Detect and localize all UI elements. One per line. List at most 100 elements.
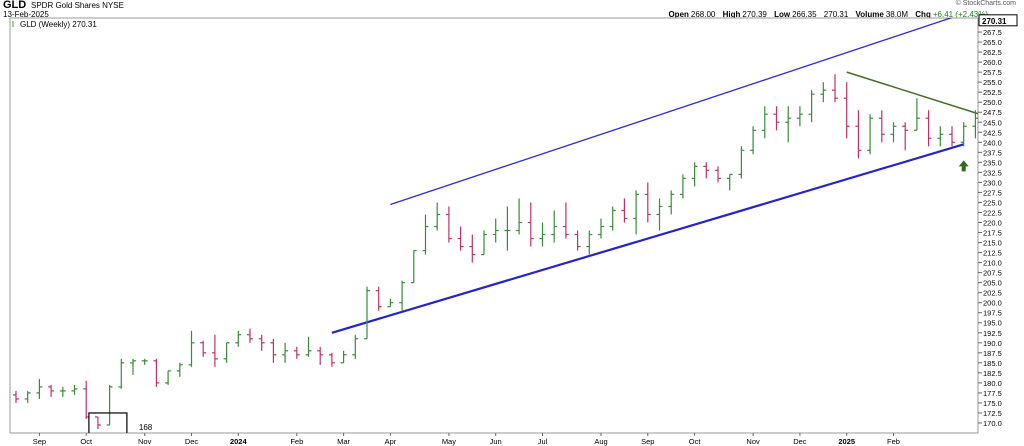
- x-tick-label: Sep: [641, 437, 654, 446]
- ohlc-bar: [375, 286, 382, 311]
- change-value: +6.41 (+2.43%): [932, 10, 988, 19]
- low-value: 266.35: [792, 10, 817, 19]
- x-tick-label: Oct: [80, 437, 93, 446]
- y-tick-label: 255.0: [983, 78, 1002, 87]
- ohlc-bar: [574, 230, 581, 251]
- y-tick-label: 252.5: [983, 88, 1002, 97]
- ohlc-bar: [317, 346, 324, 365]
- ohlc-bar: [925, 110, 932, 147]
- y-tick-label: 265.0: [983, 38, 1002, 47]
- ohlc-bar: [598, 218, 604, 239]
- upper-channel-line: [390, 18, 953, 206]
- x-tick-label: Apr: [385, 437, 397, 446]
- ohlc-bar: [949, 126, 955, 147]
- chart-date: 13-Feb-2025: [3, 10, 49, 19]
- ohlc-bar: [118, 358, 125, 389]
- ohlc-bar: [282, 342, 289, 363]
- ohlc-bar: [247, 328, 253, 343]
- ohlc-bar: [855, 110, 862, 159]
- ohlc-bar: [1019, 70, 1024, 86]
- y-tick-label: 170.0: [983, 419, 1002, 428]
- ohlc-bar: [387, 298, 394, 308]
- ohlc-bar: [703, 162, 710, 179]
- y-tick-label: 235.0: [983, 158, 1002, 167]
- ohlc-bar: [527, 202, 534, 247]
- volume-value: 38.0M: [885, 10, 909, 19]
- y-tick-label: 195.0: [983, 319, 1002, 328]
- x-tick-label: Feb: [290, 437, 303, 446]
- ohlc-bar: [738, 146, 745, 179]
- y-tick-label: 250.0: [983, 98, 1002, 107]
- ohlc-bar: [878, 110, 885, 143]
- x-tick-label: Nov: [138, 437, 152, 446]
- y-tick-label: 257.5: [983, 68, 1002, 77]
- ohlc-bar: [539, 222, 546, 247]
- ohlc-bar: [972, 110, 978, 139]
- x-tick-label: Feb: [887, 437, 900, 446]
- ohlc-readout: Open 268.00 High 270.39 Low 266.35 270.31 V…: [668, 10, 988, 19]
- ohlc-bar: [434, 202, 441, 231]
- ohlc-bar: [211, 334, 218, 367]
- x-tick-label: Aug: [594, 437, 607, 446]
- x-tick-label: Jun: [490, 437, 502, 446]
- ohlc-bar: [36, 378, 43, 399]
- ohlc-bar: [13, 390, 19, 403]
- x-tick-label: Mar: [337, 437, 350, 446]
- ohlc-bar: [796, 106, 803, 127]
- ohlc-bar: [340, 350, 347, 364]
- y-tick-label: 220.0: [983, 218, 1002, 227]
- ohlc-bar: [59, 386, 66, 397]
- ohlc-bar: [902, 122, 909, 151]
- ohlc-bar: [328, 352, 335, 367]
- ohlc-bar: [165, 370, 172, 385]
- chart-header: GLD SPDR Gold Shares NYSE 13-Feb-2025 © …: [0, 0, 1024, 30]
- y-tick-label: 230.0: [983, 178, 1002, 187]
- ohlc-bar: [890, 122, 897, 143]
- low-label: Low: [774, 10, 791, 19]
- chart-legend: GLD (Weekly) 270.31: [20, 20, 97, 29]
- downtrend-line: [846, 71, 978, 115]
- ohlc-bar: [293, 346, 300, 359]
- x-tick-label: May: [442, 437, 456, 446]
- ohlc-bar: [188, 330, 195, 367]
- ohlc-bar: [410, 249, 417, 284]
- ohlc-bar: [445, 206, 452, 243]
- ohlc-bar: [352, 334, 359, 359]
- ohlc-bar: [258, 334, 265, 351]
- ohlc-bar: [715, 166, 721, 183]
- ohlc-bar: [820, 82, 827, 103]
- low-annotation-label: 168: [139, 423, 153, 432]
- ohlc-bar: [24, 390, 31, 403]
- y-tick-label: 210.0: [983, 259, 1002, 268]
- ohlc-bar: [305, 336, 312, 357]
- ohlc-bar: [843, 82, 850, 139]
- ohlc-bar: [516, 198, 523, 235]
- x-tick-label: Sep: [33, 437, 46, 446]
- lower-channel-line: [331, 143, 965, 334]
- high-label: High: [722, 10, 741, 19]
- y-tick-label: 225.0: [983, 198, 1002, 207]
- ohlc-bar: [562, 202, 569, 239]
- y-tick-label: 180.0: [983, 379, 1002, 388]
- ohlc-bar: [832, 74, 838, 103]
- ohlc-bar: [200, 340, 207, 357]
- y-tick-label: 242.5: [983, 128, 1002, 137]
- x-tick-label: 2025: [838, 437, 855, 446]
- y-tick-label: 240.0: [983, 138, 1002, 147]
- ohlc-bar: [609, 206, 616, 231]
- y-tick-label: 182.5: [983, 369, 1002, 378]
- ohlc-bar: [94, 416, 101, 429]
- y-tick-label: 247.5: [983, 108, 1002, 117]
- x-tick-label: Dec: [185, 437, 199, 446]
- ohlc-bar: [141, 358, 148, 365]
- high-value: 270.39: [742, 10, 767, 19]
- ohlc-bar: [399, 280, 406, 311]
- y-tick-label: 217.5: [983, 229, 1002, 238]
- ohlc-bar: [586, 230, 593, 255]
- x-tick-label: 2024: [230, 437, 248, 446]
- ohlc-bar: [551, 210, 558, 243]
- ohlc-bar: [364, 286, 370, 340]
- ohlc-bar: [656, 198, 663, 231]
- y-tick-label: 190.0: [983, 339, 1002, 348]
- buy-arrow: [958, 160, 969, 172]
